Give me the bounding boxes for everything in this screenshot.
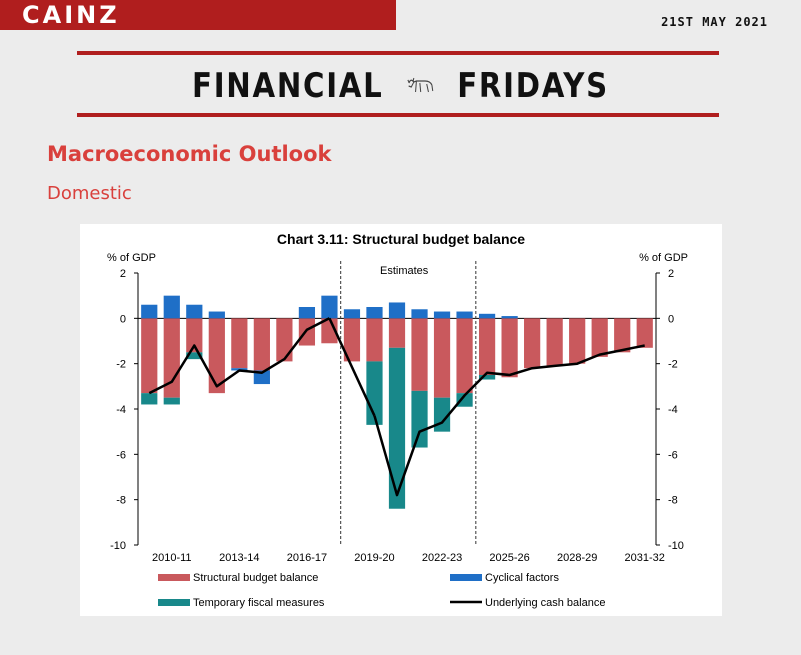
- y-tick-label-left: -6: [116, 449, 126, 461]
- bar-cyclical: [186, 304, 203, 319]
- bar-structural: [141, 318, 158, 394]
- bar-structural: [546, 318, 563, 366]
- brand-bar: CAINZ: [0, 0, 396, 30]
- y-tick-label-left: 2: [120, 268, 126, 280]
- bar-structural: [253, 318, 270, 371]
- x-tick-label: 2019-20: [354, 552, 394, 564]
- bar-cyclical: [321, 295, 338, 319]
- top-rule: [77, 51, 719, 55]
- bar-cyclical: [253, 370, 270, 385]
- bar-structural: [591, 318, 608, 357]
- bar-structural: [366, 318, 383, 362]
- y-tick-label-left: -2: [116, 359, 126, 371]
- bar-cyclical: [141, 304, 158, 319]
- bar-cyclical: [343, 309, 361, 319]
- y-tick-label-right: 0: [668, 313, 674, 325]
- bottom-rule: [77, 113, 719, 117]
- bar-structural: [276, 318, 293, 362]
- bar-cyclical: [411, 309, 428, 319]
- budget-chart: Chart 3.11: Structural budget balance % …: [107, 231, 688, 609]
- bar-structural: [343, 318, 361, 362]
- x-tick-label: 2028-29: [557, 552, 597, 564]
- bar-cyclical: [501, 316, 518, 319]
- bar-structural: [433, 318, 451, 398]
- bar-structural: [501, 318, 518, 378]
- x-tick-label: 2010-11: [152, 552, 192, 564]
- estimates-label: Estimates: [380, 265, 429, 277]
- y-axis-label-right: % of GDP: [639, 252, 688, 264]
- bar-cyclical: [208, 311, 225, 319]
- bar-temporary: [163, 397, 180, 405]
- brand-logo: CAINZ: [22, 1, 120, 29]
- x-tick-label: 2013-14: [219, 552, 259, 564]
- bar-structural: [298, 318, 316, 346]
- x-tick-label: 2025-26: [489, 552, 529, 564]
- x-tick-label: 2022-23: [422, 552, 462, 564]
- bar-temporary: [388, 347, 406, 509]
- bar-cyclical: [433, 311, 451, 319]
- section-title: Macroeconomic Outlook: [47, 142, 332, 166]
- bar-cyclical: [478, 313, 496, 319]
- y-tick-label-left: -4: [116, 404, 126, 416]
- y-tick-label-right: -6: [668, 449, 678, 461]
- bar-structural: [614, 318, 631, 353]
- chart-title: Chart 3.11: Structural budget balance: [277, 231, 525, 247]
- bar-cyclical: [388, 302, 406, 319]
- y-tick-label-right: -8: [668, 495, 678, 507]
- legend-swatch-temporary: [158, 599, 190, 606]
- y-tick-label-right: -10: [668, 540, 684, 552]
- y-tick-label-right: 2: [668, 268, 674, 280]
- bar-structural: [569, 318, 586, 364]
- bar-cyclical: [366, 307, 383, 319]
- masthead: FINANCIAL FRIDAYS: [56, 64, 745, 106]
- y-tick-label-left: -10: [110, 540, 126, 552]
- issue-date: 21ST MAY 2021: [661, 15, 768, 29]
- bar-temporary: [411, 390, 428, 448]
- bar-structural: [163, 318, 180, 398]
- bar-temporary: [141, 393, 158, 405]
- bar-structural: [186, 318, 203, 353]
- x-tick-label: 2031-32: [625, 552, 665, 564]
- legend-swatch-cyclical: [450, 574, 482, 581]
- masthead-left: FINANCIAL: [192, 65, 384, 106]
- y-tick-label-left: 0: [120, 313, 126, 325]
- bar-structural: [231, 318, 248, 369]
- bar-structural: [388, 318, 406, 348]
- y-axis-label-left: % of GDP: [107, 252, 156, 264]
- line-underlying-cash-balance-segment: [328, 317, 376, 417]
- legend-temporary: Temporary fiscal measures: [193, 597, 325, 609]
- bar-structural: [478, 318, 496, 375]
- line-underlying-cash-balance: [148, 317, 645, 497]
- bar-structural: [636, 318, 653, 348]
- bull-icon: [406, 66, 435, 106]
- bar-structural: [524, 318, 541, 369]
- bar-temporary: [186, 352, 203, 360]
- legend-structural: Structural budget balance: [193, 572, 318, 584]
- chart-panel: Chart 3.11: Structural budget balance % …: [80, 224, 722, 616]
- y-tick-label-left: -8: [116, 495, 126, 507]
- bar-structural: [411, 318, 428, 391]
- y-tick-label-right: -2: [668, 359, 678, 371]
- legend-cash: Underlying cash balance: [485, 597, 605, 609]
- y-tick-label-right: -4: [668, 404, 678, 416]
- masthead-right: FRIDAYS: [457, 65, 609, 106]
- bar-cyclical: [163, 295, 180, 319]
- bar-cyclical: [298, 307, 316, 319]
- x-tick-label: 2016-17: [287, 552, 327, 564]
- bar-temporary: [478, 375, 496, 380]
- bar-structural: [456, 318, 473, 394]
- section-subtitle: Domestic: [47, 183, 132, 204]
- bar-structural: [208, 318, 225, 394]
- bar-cyclical: [456, 311, 473, 319]
- legend-swatch-structural: [158, 574, 190, 581]
- legend-cyclical: Cyclical factors: [485, 572, 559, 584]
- bar-temporary: [456, 393, 473, 407]
